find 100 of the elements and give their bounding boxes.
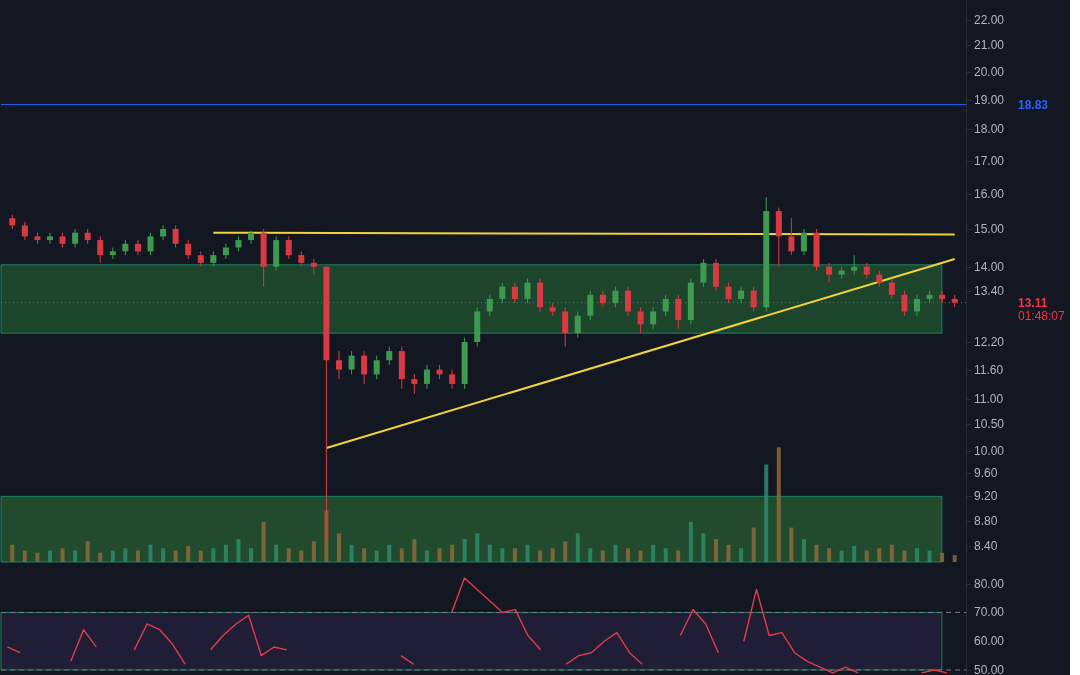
bar [299,550,304,562]
candlestick [373,355,380,380]
bar [22,550,27,562]
bar [362,548,367,562]
bar [776,447,781,562]
bar [211,548,216,562]
bar [902,550,907,562]
candlestick [499,282,506,304]
candlestick [423,364,430,390]
candlestick [486,294,493,317]
bar [739,548,744,562]
y-tick-label: 19.00 [974,92,1005,107]
bar [538,550,543,562]
y-tick-label: 10.00 [974,443,1005,458]
candlestick [587,290,594,321]
candlestick [914,294,921,317]
bar [688,521,693,562]
candlestick [599,290,606,308]
candlestick [750,286,757,313]
bar [399,548,404,562]
candlestick [72,228,79,249]
y-tick-label: 18.00 [974,122,1005,137]
bar [198,550,203,562]
bar [475,533,480,562]
bar [186,545,191,562]
bar [588,548,593,562]
bar [839,550,844,562]
bar [387,544,392,562]
y-tick-label: 16.00 [974,186,1005,201]
candlestick [248,230,255,245]
candlestick [97,235,104,264]
ref-line-label: 18.83 [1018,97,1049,112]
bar [864,550,869,562]
bar [764,464,769,562]
bar [85,541,90,562]
bar [148,544,153,562]
bar [311,541,316,562]
candlestick [637,306,644,334]
bar [35,552,40,562]
candlestick [675,294,682,330]
candlestick [361,350,368,385]
bar [827,548,832,562]
bar [161,548,166,562]
bar [10,544,15,562]
bar [789,527,794,562]
y-tick-label: 9.20 [974,489,998,504]
candlestick [700,258,707,288]
bar [927,550,932,562]
bar [663,548,668,562]
y-tick-label: 80.00 [974,576,1005,591]
bar [412,539,417,562]
candlestick [386,346,393,366]
y-tick-label: 17.00 [974,153,1005,168]
bar [676,550,681,562]
candlestick [310,258,317,276]
bar [286,548,291,562]
candlestick [901,290,908,317]
bar [889,544,894,562]
bar [223,544,228,562]
bar [814,544,819,562]
candlestick [712,258,719,292]
bar [236,539,241,562]
bar [915,548,920,562]
candlestick [574,311,581,339]
bar [462,539,467,562]
candlestick [134,239,141,256]
bar [274,544,279,562]
y-tick-label: 50.00 [974,662,1005,675]
candlestick [172,224,179,249]
candlestick [612,286,619,308]
bar [487,544,492,562]
bar [110,550,115,562]
bar [525,544,530,562]
bar [952,555,957,562]
y-tick-label: 21.00 [974,37,1005,52]
text: 01:48:07 [1018,308,1066,323]
candlestick [524,278,531,304]
bar [726,544,731,562]
candlestick [222,243,229,260]
candlestick [826,262,833,284]
candlestick [147,232,154,256]
candlestick [185,239,192,260]
candlestick [562,306,569,348]
candlestick [511,282,518,304]
bar [563,541,568,562]
candlestick [725,282,732,304]
y-tick-label: 11.60 [974,362,1004,377]
bar [512,548,517,562]
y-tick-label: 11.00 [974,391,1004,406]
candlestick [788,217,795,256]
bar [135,550,140,562]
candlestick [800,228,807,256]
candlestick [335,350,342,380]
y-tick-label: 10.50 [974,417,1005,432]
candlestick [662,294,669,317]
bar [424,550,429,562]
y-tick-label: 60.00 [974,634,1005,649]
bar [801,539,806,562]
bar [701,533,706,562]
bar [713,539,718,562]
